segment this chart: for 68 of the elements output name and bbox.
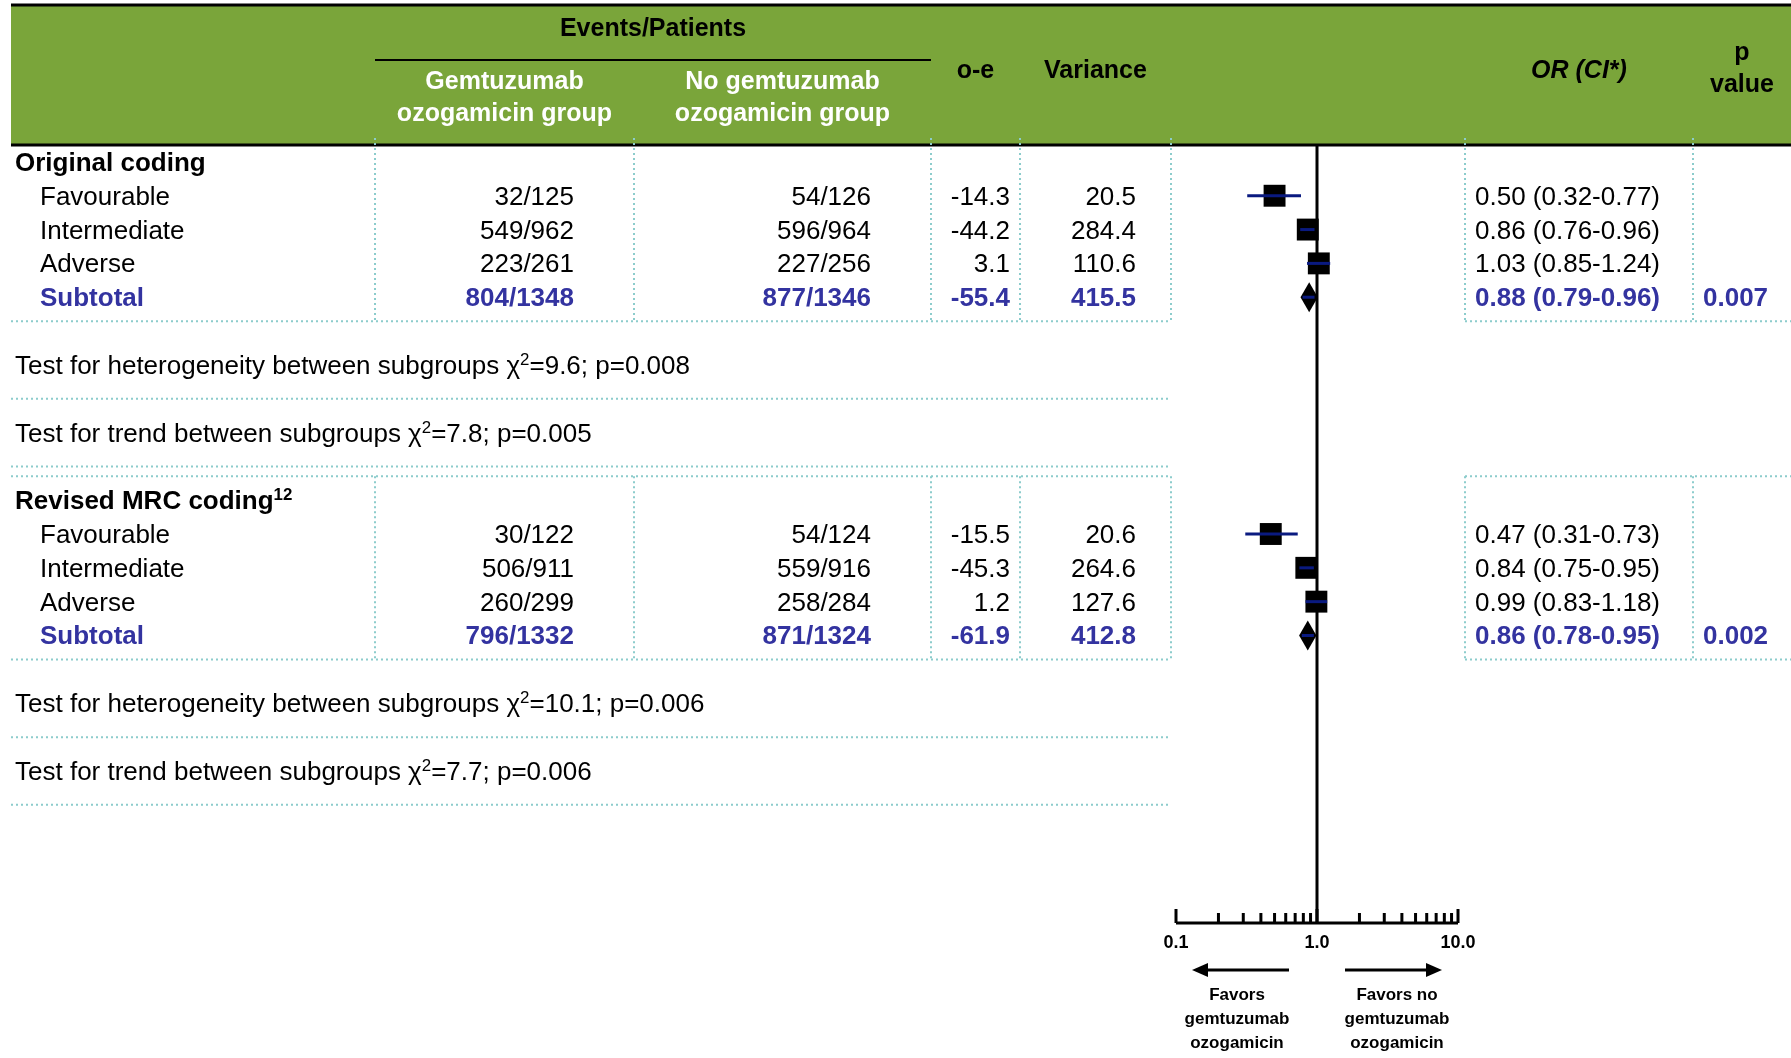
text: 0.84 (0.75-0.95) [1475,552,1661,583]
text: 596/964 [777,214,871,245]
category-label: Adverse [40,248,136,279]
text: 0.99 (0.83-1.18) [1475,586,1661,617]
category-label: Gemtuzumab ozogamicin group [396,66,613,126]
category-label: Test for heterogeneity between subgroups χ$^{2}$=9.6; p=0.008 [15,349,690,380]
text: 871/1324 [762,620,871,651]
category-label: Intermediate [40,552,185,583]
text: 412.8 [1070,620,1136,651]
text: 506/911 [481,552,574,583]
text: 264.6 [1070,552,1136,583]
text: 0.88 (0.79-0.96) [1475,282,1661,313]
category-label: Favourable [40,180,171,211]
text: 0.47 (0.31-0.73) [1475,519,1661,549]
text: 54/124 [791,519,871,549]
text: 3.1 [973,248,1010,279]
category-label: OR (CI*) [1531,55,1627,83]
category-label: Adverse [40,586,136,617]
text: -14.3 [950,180,1010,211]
text: -15.5 [950,519,1010,549]
text: 796/1332 [465,620,574,651]
text: 127.6 [1070,586,1136,617]
category-label: Subtotal [40,282,144,313]
text: 549/962 [480,214,574,245]
category-label: Test for trend between subgroups χ$^{2}$=7.8; p=0.005 [15,417,592,448]
category-label: Test for trend between subgroups χ$^{2}$=7.7; p=0.006 [15,755,592,786]
x-tick-label: 10.0 [1440,932,1476,952]
text: -61.9 [950,620,1010,651]
category-label: p value [1710,37,1775,97]
x-tick-label: 0.1 [1163,932,1189,952]
text: 223/261 [480,248,574,279]
text: 0.007 [1703,282,1769,313]
text: 20.5 [1085,180,1136,211]
text: 877/1346 [762,282,871,313]
text: 415.5 [1070,282,1136,313]
text: 54/126 [791,180,871,211]
text: 258/284 [777,586,871,617]
category-label: Subtotal [40,620,144,651]
text: 0.002 [1703,620,1769,651]
category-label: Revised MRC coding$^{12}$ [15,484,293,516]
text: 30/122 [494,519,574,549]
text: Favors gemtuzumab ozogamicin [1184,985,1290,1052]
text: Favors no gemtuzumab ozogamicin [1344,985,1450,1052]
category-label: o-e [956,55,995,83]
text: 1.03 (0.85-1.24) [1475,248,1661,279]
category-label: No gemtuzumab ozogamicin group [674,66,891,126]
text: 0.50 (0.32-0.77) [1475,180,1661,211]
text: 260/299 [480,586,574,617]
text: 110.6 [1072,248,1136,279]
text: 0.86 (0.76-0.96) [1475,214,1661,245]
text: 1.2 [973,586,1010,617]
category-label: Intermediate [40,214,185,245]
text: 227/256 [777,248,871,279]
text: 20.6 [1085,519,1136,549]
category-label: Variance [1044,55,1148,83]
category-label: Original coding [15,146,206,177]
category-label: Test for heterogeneity between subgroups χ$^{2}$=10.1; p=0.006 [15,687,705,719]
text: -55.4 [950,282,1010,313]
text: -45.3 [950,552,1010,583]
text: -44.2 [950,214,1010,245]
text: 284.4 [1070,214,1136,245]
text: 804/1348 [465,282,574,313]
text: 559/916 [777,552,871,583]
text: 32/125 [494,180,574,211]
x-tick-label: 1.0 [1304,932,1330,952]
text: Events/Patients [559,13,747,41]
text: 0.86 (0.78-0.95) [1475,620,1661,651]
category-label: Favourable [40,519,171,549]
